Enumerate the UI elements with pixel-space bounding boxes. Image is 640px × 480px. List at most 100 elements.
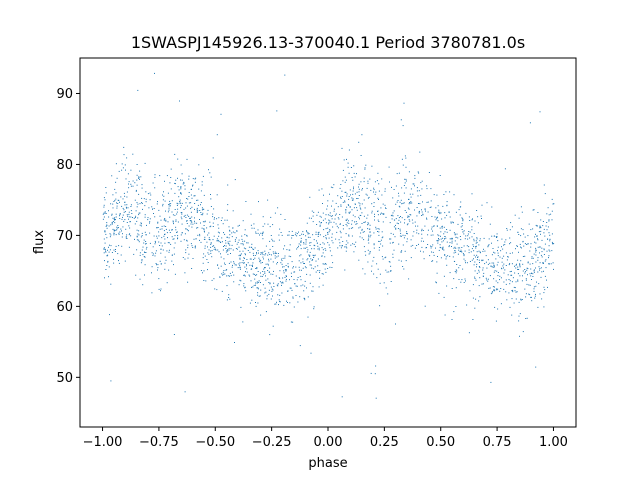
data-point (212, 213, 214, 215)
data-point (186, 198, 188, 199)
data-point (543, 249, 545, 251)
data-point (229, 229, 231, 231)
data-point (516, 291, 518, 293)
data-point (548, 249, 550, 251)
data-point (397, 228, 399, 229)
data-point (306, 251, 308, 253)
data-point (477, 216, 479, 218)
data-point (296, 235, 298, 237)
data-point (116, 177, 118, 179)
data-point (442, 248, 444, 250)
data-point (158, 241, 160, 243)
data-point (459, 265, 461, 266)
data-point (407, 207, 409, 209)
data-point (389, 181, 390, 183)
data-point (510, 274, 512, 276)
data-point (479, 238, 481, 240)
data-point (503, 255, 505, 257)
data-point (454, 234, 456, 236)
data-point (115, 229, 117, 231)
data-point (551, 198, 553, 200)
data-point (334, 218, 336, 220)
data-point (385, 207, 386, 209)
data-point (482, 267, 484, 269)
data-point (138, 230, 140, 232)
data-point (181, 213, 183, 215)
data-point (496, 289, 498, 291)
data-point (292, 235, 294, 236)
data-point (241, 262, 243, 264)
data-point (457, 247, 459, 249)
data-point (285, 275, 287, 277)
data-point (397, 215, 399, 217)
data-point (122, 207, 124, 209)
data-point (225, 251, 227, 253)
data-point (456, 264, 458, 265)
data-point (286, 276, 287, 277)
data-point (271, 290, 273, 292)
data-point (186, 239, 188, 241)
data-point (541, 256, 543, 258)
data-point (203, 280, 205, 281)
data-point (340, 247, 342, 249)
data-point (468, 216, 470, 218)
data-point (549, 263, 550, 265)
data-point (276, 110, 278, 112)
data-point (350, 194, 351, 196)
data-point (238, 246, 240, 248)
data-point (152, 254, 154, 256)
data-point (268, 264, 269, 266)
data-point (256, 274, 258, 276)
data-point (298, 266, 300, 268)
data-point (366, 187, 368, 189)
data-point (238, 239, 240, 241)
data-point (183, 239, 185, 241)
data-point (290, 321, 292, 323)
data-point (543, 232, 545, 234)
data-point (128, 181, 130, 183)
data-point (509, 252, 511, 254)
data-point (539, 269, 540, 271)
data-point (499, 275, 501, 277)
data-point (335, 238, 337, 240)
data-point (130, 185, 132, 187)
data-point (292, 297, 294, 299)
data-point (164, 180, 165, 182)
data-point (111, 221, 113, 223)
data-point (296, 285, 298, 287)
data-point (117, 225, 119, 226)
data-point (445, 258, 447, 260)
data-point (109, 249, 111, 251)
data-point (314, 266, 316, 268)
data-point (172, 254, 173, 256)
data-point (240, 255, 241, 257)
data-point (120, 254, 122, 256)
data-point (265, 291, 267, 293)
data-point (250, 280, 252, 282)
data-point (373, 187, 375, 189)
data-point (378, 199, 379, 200)
data-point (138, 239, 140, 241)
data-point (455, 211, 457, 213)
data-point (288, 231, 290, 233)
data-point (200, 202, 202, 203)
data-point (119, 201, 120, 203)
data-point (130, 210, 132, 212)
data-point (257, 250, 259, 252)
data-point (341, 190, 343, 192)
data-point (223, 246, 224, 247)
data-point (380, 207, 382, 209)
data-point (476, 263, 478, 265)
data-point (493, 266, 495, 268)
data-point (419, 151, 421, 153)
data-point (169, 216, 171, 218)
data-point (535, 293, 536, 295)
data-point (485, 277, 487, 279)
data-point (202, 257, 204, 259)
data-point (180, 192, 182, 194)
data-point (522, 331, 524, 333)
data-point (518, 217, 520, 219)
data-point (283, 272, 285, 274)
data-point (356, 209, 358, 211)
data-point (374, 373, 376, 375)
